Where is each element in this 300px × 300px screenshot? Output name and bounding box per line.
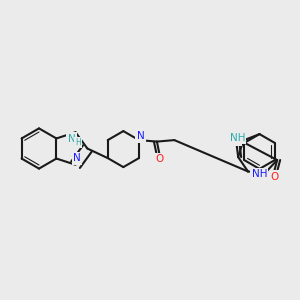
Text: N: N (136, 131, 144, 141)
Text: O: O (271, 172, 279, 182)
Text: N: N (73, 153, 81, 163)
Text: NH: NH (252, 169, 267, 179)
Text: N: N (68, 134, 76, 144)
Text: H: H (75, 138, 81, 147)
Text: O: O (232, 135, 241, 145)
Text: NH: NH (230, 133, 245, 143)
Text: O: O (156, 154, 164, 164)
